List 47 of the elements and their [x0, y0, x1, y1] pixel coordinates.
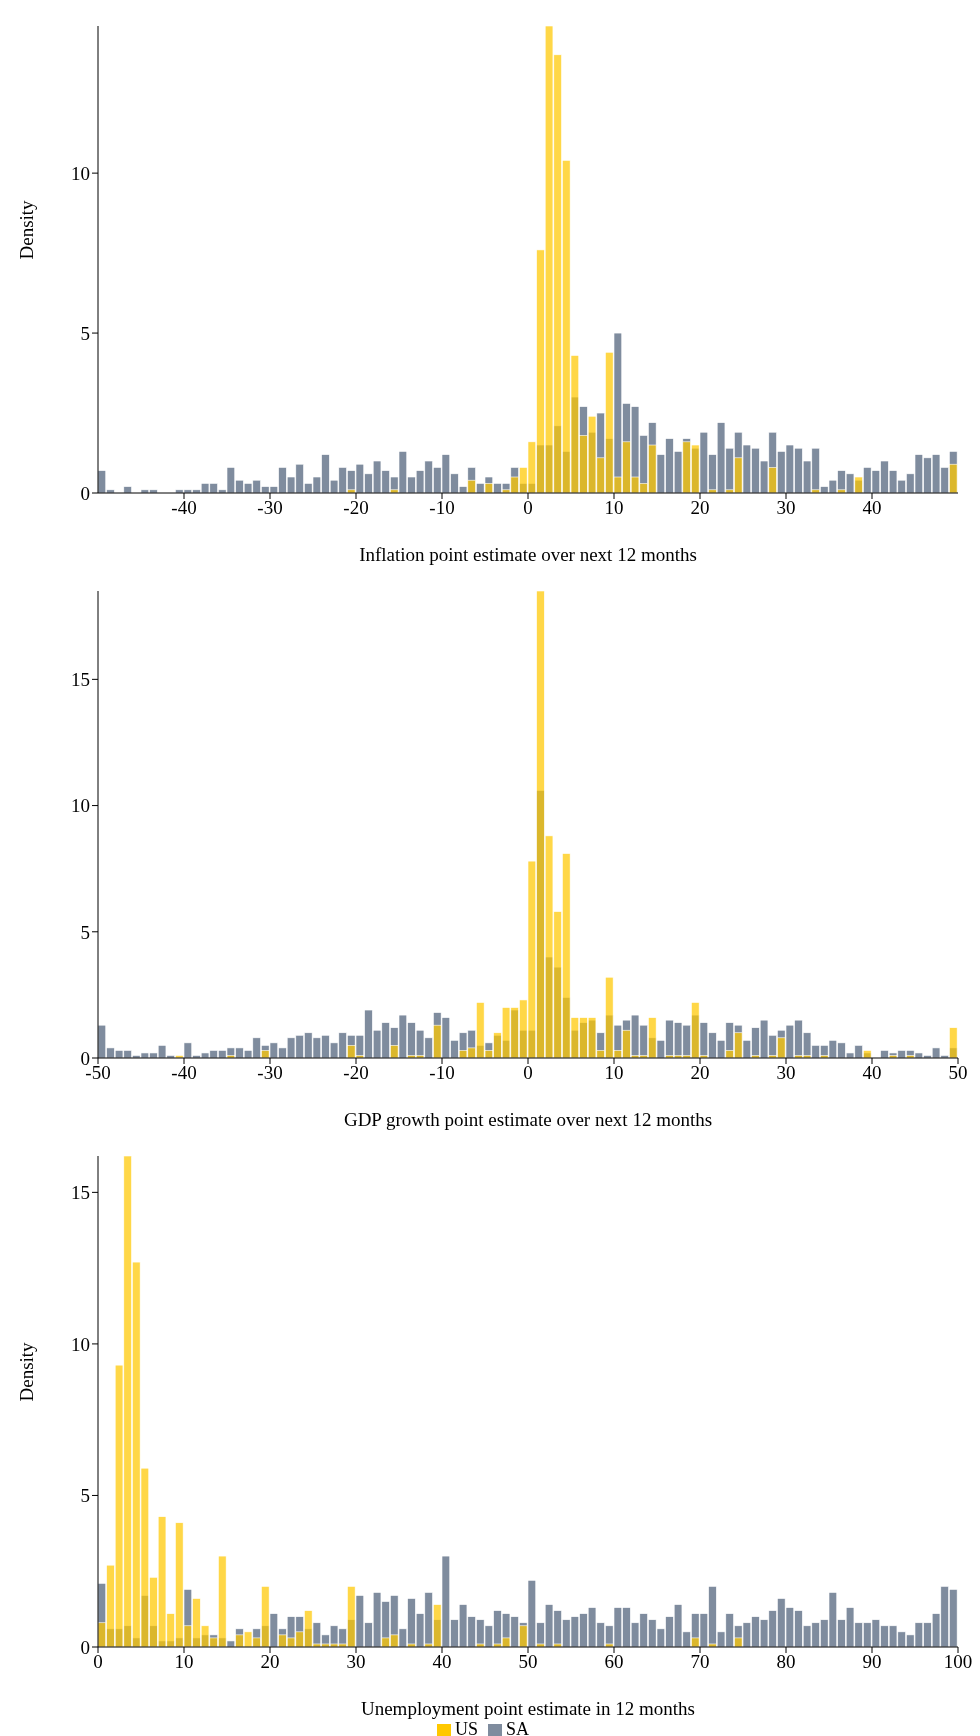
x-tick-label: 10: [174, 1651, 194, 1673]
x-axis-title: Inflation point estimate over next 12 months: [359, 544, 697, 565]
y-tick-label: 10: [71, 162, 90, 184]
x-tick-label: 90: [862, 1651, 882, 1673]
y-axis-title: Density: [15, 1341, 37, 1402]
x-tick-label: -20: [343, 497, 369, 519]
y-axis-title: Density: [15, 199, 37, 260]
x-tick-label: -40: [171, 1062, 197, 1084]
x-tick-label: 10: [604, 1062, 624, 1084]
y-tick-label: 0: [80, 1636, 90, 1658]
x-axis-title: GDP growth point estimate over next 12 months: [343, 1109, 713, 1130]
x-tick-label: 30: [776, 1062, 796, 1084]
x-axis-title: Unemployment point estimate in 12 months: [360, 1698, 696, 1719]
x-tick-label: 0: [523, 497, 533, 519]
x-tick-label: 0: [523, 1062, 533, 1084]
legend-label: SA: [506, 1719, 530, 1736]
x-tick-label: 20: [690, 1062, 710, 1084]
y-tick-label: 5: [80, 322, 90, 344]
x-tick-label: 40: [862, 1062, 882, 1084]
x-tick-label: 20: [690, 497, 710, 519]
y-tick-label: 0: [80, 482, 90, 504]
x-tick-label: 60: [604, 1651, 624, 1673]
x-tick-label: 80: [776, 1651, 796, 1673]
x-tick-label: 10: [604, 497, 624, 519]
x-tick-label: 70: [690, 1651, 710, 1673]
x-tick-label: 40: [432, 1651, 452, 1673]
y-tick-label: 15: [71, 669, 90, 691]
x-tick-label: 50: [948, 1062, 968, 1084]
y-tick-label: 10: [71, 795, 90, 817]
y-tick-label: 5: [80, 921, 90, 943]
x-tick-label: -40: [171, 497, 197, 519]
y-tick-label: 0: [80, 1047, 90, 1069]
x-tick-label: 40: [862, 497, 882, 519]
legend-label: US: [454, 1719, 478, 1736]
x-tick-label: -30: [257, 1062, 283, 1084]
y-tick-label: 10: [71, 1333, 90, 1355]
y-tick-label: 15: [71, 1182, 90, 1204]
y-tick-label: 5: [80, 1485, 90, 1507]
x-tick-label: -30: [257, 497, 283, 519]
x-tick-label: 50: [518, 1651, 538, 1673]
x-tick-label: 30: [346, 1651, 366, 1673]
x-tick-label: 30: [776, 497, 796, 519]
x-tick-label: -10: [429, 497, 455, 519]
x-tick-label: 20: [260, 1651, 280, 1673]
x-tick-label: -10: [429, 1062, 455, 1084]
x-tick-label: 100: [943, 1651, 973, 1673]
x-tick-label: -20: [343, 1062, 369, 1084]
